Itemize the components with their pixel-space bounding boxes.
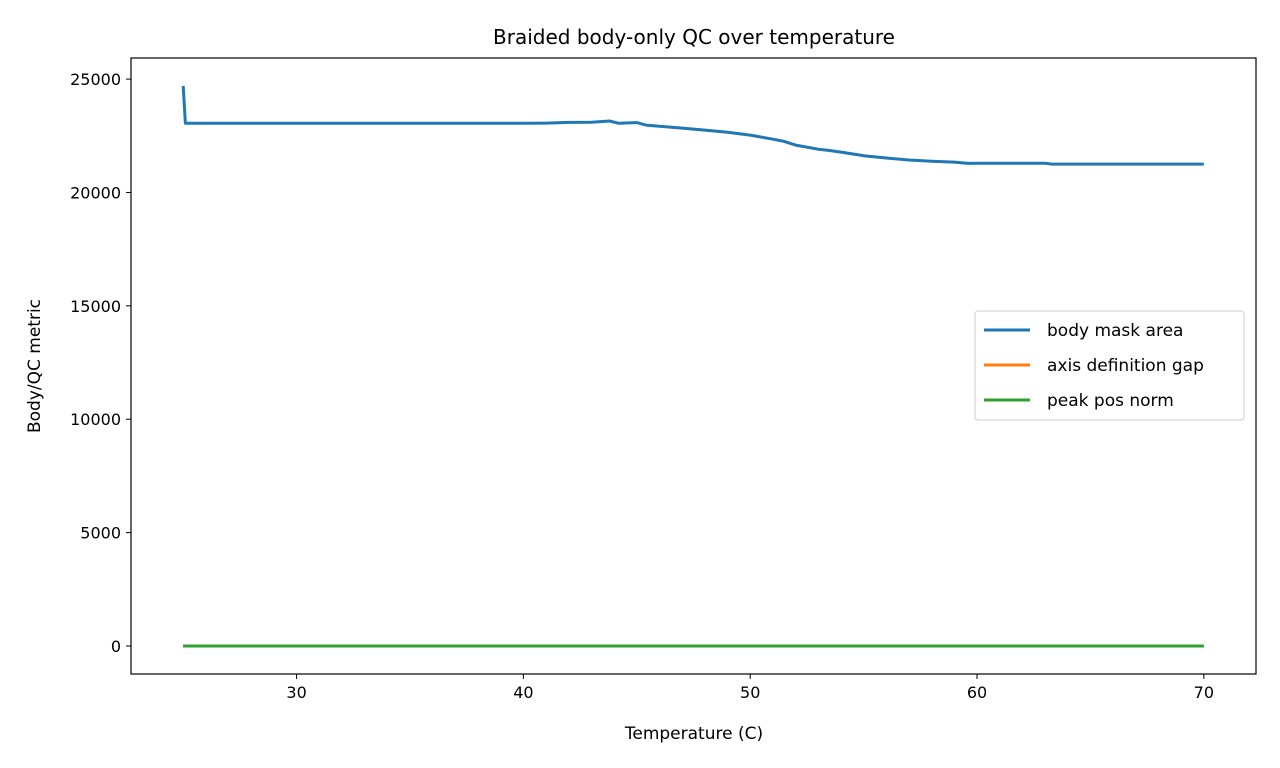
x-axis-label: Temperature (C) <box>624 724 763 744</box>
y-tick-label: 0 <box>111 637 121 656</box>
y-tick-label: 25000 <box>70 70 121 89</box>
y-axis: 0 5000 10000 15000 20000 25000 <box>70 70 131 656</box>
x-axis: 30 40 50 60 70 <box>286 674 1214 702</box>
x-tick-label: 40 <box>513 683 533 702</box>
series-line-body-mask-area <box>181 85 1204 166</box>
x-tick-label: 50 <box>740 683 760 702</box>
y-tick-label: 15000 <box>70 297 121 316</box>
x-tick-label: 60 <box>967 683 987 702</box>
x-tick-label: 30 <box>286 683 306 702</box>
y-axis-label: Body/QC metric <box>25 299 45 433</box>
x-tick-label: 70 <box>1194 683 1214 702</box>
y-tick-label: 10000 <box>70 410 121 429</box>
y-tick-label: 5000 <box>80 524 121 543</box>
chart-title: Braided body-only QC over temperature <box>493 25 895 49</box>
axes-frame <box>130 57 1257 675</box>
plot-area <box>181 85 1204 648</box>
legend-label-body-mask-area: body mask area <box>1047 321 1183 341</box>
y-tick-label: 20000 <box>70 183 121 202</box>
legend-box <box>974 310 1245 421</box>
legend-label-axis-definition-gap: axis definition gap <box>1047 356 1204 376</box>
legend: body mask area axis definition gap peak … <box>974 310 1245 421</box>
legend-label-peak-pos-norm: peak pos norm <box>1047 391 1174 411</box>
